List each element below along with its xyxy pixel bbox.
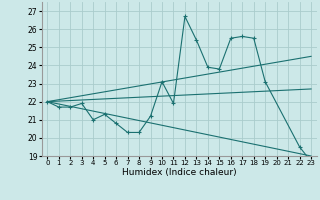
X-axis label: Humidex (Indice chaleur): Humidex (Indice chaleur) [122, 168, 236, 177]
